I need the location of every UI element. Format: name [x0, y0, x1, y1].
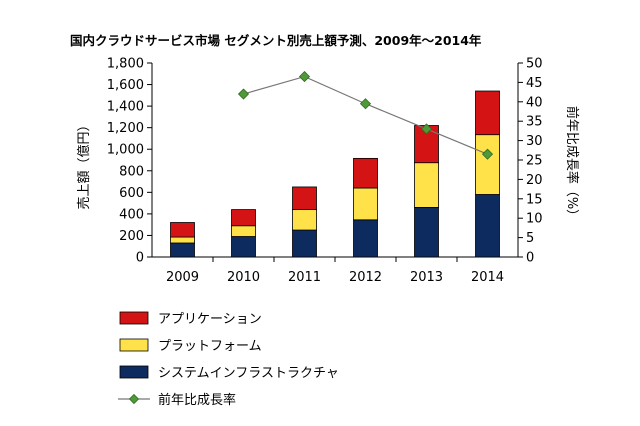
y-tick-label: 1,600 [107, 78, 144, 93]
y-tick-label: 1,800 [107, 57, 144, 72]
x-tick-label: 2014 [471, 270, 504, 285]
y2-tick-label: 30 [526, 134, 543, 149]
y-tick-label: 600 [119, 186, 144, 201]
bar-segment [475, 90, 500, 136]
legend-label: システムインフラストラクチャ [158, 366, 339, 381]
y-tick-label: 200 [119, 229, 144, 244]
bar-segment [414, 162, 439, 208]
legend-swatch [119, 365, 149, 379]
x-tick-label: 2012 [349, 270, 382, 285]
bar-segment [292, 186, 317, 210]
y-tick-label: 400 [119, 207, 144, 222]
y2-tick-label: 40 [526, 95, 543, 110]
growth-marker [481, 148, 494, 160]
x-tick-label: 2009 [166, 270, 199, 285]
bar-segment [475, 194, 500, 258]
y2-tick-label: 25 [526, 154, 543, 169]
bar-segment [353, 157, 378, 189]
y-axis-title: 売上額（億円） [76, 118, 92, 209]
bar-segment [170, 222, 195, 238]
plot-area: 0 200 400 600 800 1,000 1,200 1,400 1,600 1,800 0 5… [107, 57, 543, 286]
y-tick-label: 1,200 [107, 121, 144, 136]
growth-marker [237, 88, 250, 100]
legend-label: プラットフォーム [158, 339, 262, 354]
bar-segment [292, 229, 317, 258]
y2-tick-label: 20 [526, 173, 543, 188]
x-tick-label: 2013 [410, 270, 443, 285]
y-tick-label: 0 [136, 251, 144, 266]
y-tick-label: 800 [119, 164, 144, 179]
bar-segment [231, 209, 256, 227]
growth-marker [420, 123, 433, 135]
legend-label: アプリケーション [158, 312, 262, 327]
bar-segment [353, 219, 378, 258]
legend-swatch [119, 338, 149, 352]
legend-marker [128, 393, 140, 405]
growth-marker [359, 98, 372, 110]
legend-swatch [119, 311, 149, 325]
y2-tick-label: 5 [526, 231, 534, 246]
growth-line [243, 75, 488, 155]
legend-label: 前年比成長率 [158, 392, 236, 408]
bar-segment [414, 207, 439, 258]
bar-segment [475, 134, 500, 195]
bar-segment [292, 209, 317, 231]
y-tick-label: 1,000 [107, 143, 144, 158]
bar-segment [170, 236, 195, 244]
bar-segment [231, 236, 256, 258]
chart-title: 国内クラウドサービス市場 セグメント別売上額予測、2009年～2014年 [70, 33, 482, 48]
x-tick-label: 2010 [227, 270, 260, 285]
y-tick-label: 1,400 [107, 100, 144, 115]
y2-tick-label: 0 [526, 251, 534, 266]
y2-tick-label: 45 [526, 76, 543, 91]
y2-tick-label: 15 [526, 192, 543, 207]
y2-tick-label: 10 [526, 212, 543, 227]
growth-marker [298, 71, 311, 83]
bar-segment [170, 242, 195, 258]
x-tick-label: 2011 [288, 270, 321, 285]
y2-tick-label: 50 [526, 57, 543, 72]
bar-segment [353, 187, 378, 221]
y2-tick-label: 35 [526, 115, 543, 130]
y2-axis-title: 前年比成長率（%） [564, 106, 580, 222]
bar-segment [231, 225, 256, 237]
